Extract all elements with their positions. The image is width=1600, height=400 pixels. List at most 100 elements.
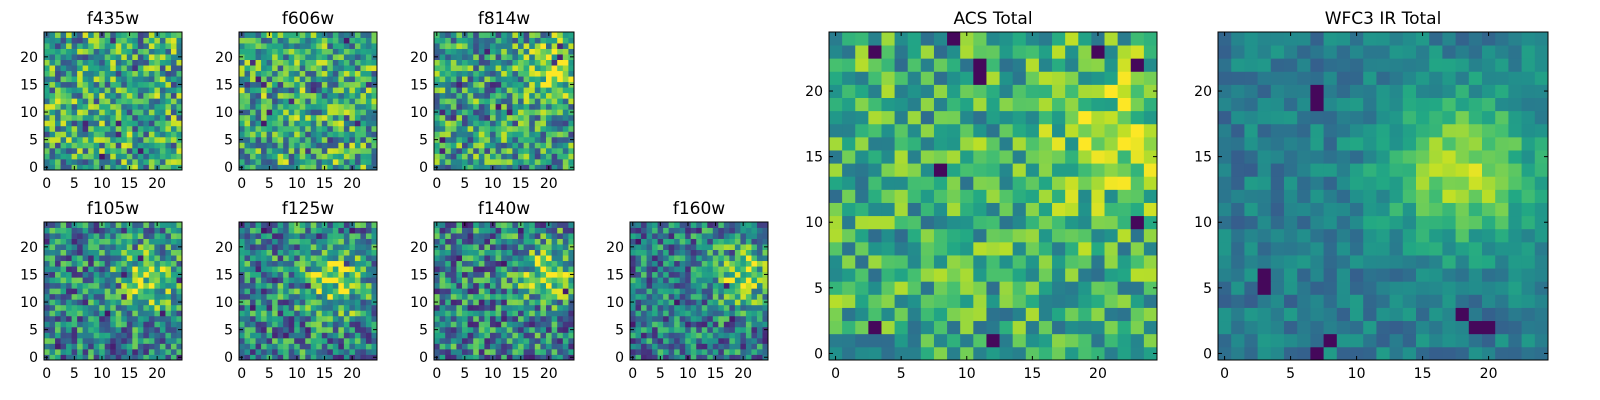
- heatmap-cell: [137, 238, 144, 245]
- heatmap-cell: [332, 153, 339, 160]
- heatmap-cell: [701, 348, 708, 355]
- heatmap-cell: [288, 125, 295, 132]
- heatmap-cell: [646, 348, 653, 355]
- heatmap-cell: [1091, 255, 1105, 269]
- heatmap-cell: [332, 48, 339, 55]
- heatmap-cell: [462, 120, 468, 127]
- heatmap-cell: [154, 142, 161, 149]
- heatmap-cell: [506, 255, 513, 262]
- heatmap-cell: [484, 131, 491, 138]
- heatmap-cell: [679, 233, 686, 239]
- heatmap-cell: [77, 109, 84, 116]
- heatmap-cell: [66, 288, 72, 295]
- heatmap-cell: [512, 277, 519, 284]
- heatmap-cell: [635, 304, 642, 311]
- heatmap-cell: [60, 255, 67, 262]
- heatmap-cell: [751, 315, 758, 322]
- heatmap-cell: [176, 114, 183, 121]
- heatmap-cell: [371, 32, 378, 38]
- heatmap-cell: [523, 332, 530, 339]
- heatmap-cell: [99, 343, 106, 350]
- heatmap-cell: [456, 227, 463, 234]
- heatmap-cell: [316, 43, 323, 49]
- heatmap-cell: [55, 48, 61, 55]
- heatmap-cell: [283, 282, 290, 289]
- heatmap-cell: [512, 37, 519, 44]
- heatmap-cell: [365, 310, 372, 317]
- heatmap-cell: [327, 92, 334, 99]
- heatmap-cell: [126, 260, 133, 267]
- heatmap-cell: [690, 293, 697, 300]
- heatmap-cell: [360, 332, 367, 339]
- heatmap-cell: [529, 304, 536, 311]
- heatmap-cell: [745, 343, 752, 350]
- heatmap-cell: [540, 282, 547, 289]
- heatmap-cell: [473, 76, 480, 83]
- heatmap-cell: [115, 103, 122, 110]
- heatmap-cell: [283, 266, 290, 273]
- heatmap-cell: [635, 222, 642, 228]
- heatmap-cell: [137, 136, 144, 143]
- heatmap-cell: [104, 153, 111, 160]
- heatmap-cell: [49, 158, 56, 165]
- heatmap-cell: [176, 321, 183, 328]
- heatmap-cell: [132, 81, 139, 88]
- heatmap-cell: [745, 266, 752, 273]
- heatmap-cell: [338, 266, 345, 273]
- heatmap-cell: [143, 92, 150, 99]
- heatmap-cell: [266, 277, 273, 284]
- heatmap-cell: [450, 147, 457, 154]
- heatmap-cell: [1025, 255, 1040, 269]
- heatmap-cell: [506, 54, 513, 60]
- heatmap-cell: [154, 293, 161, 300]
- heatmap-cell: [439, 81, 446, 88]
- heatmap-cell: [272, 70, 279, 77]
- heatmap-cell: [562, 354, 569, 361]
- heatmap-cell: [646, 315, 653, 322]
- y-tick-label: 20: [606, 240, 624, 256]
- heatmap-cell: [540, 70, 547, 77]
- heatmap-cell: [365, 131, 372, 138]
- heatmap-cell: [529, 92, 536, 99]
- heatmap-cell: [933, 346, 948, 361]
- y-tick-label: 5: [419, 133, 428, 149]
- heatmap-cell: [668, 266, 675, 273]
- heatmap-cell: [115, 54, 122, 60]
- heatmap-cell: [148, 310, 155, 317]
- heatmap-cell: [745, 315, 752, 322]
- heatmap-cell: [261, 282, 267, 289]
- heatmap-cell: [148, 109, 155, 116]
- heatmap-cell: [745, 271, 752, 278]
- heatmap-cell: [529, 147, 536, 154]
- heatmap-cell: [115, 315, 122, 322]
- heatmap-cell: [244, 293, 251, 300]
- heatmap-cell: [305, 37, 312, 44]
- heatmap-cell: [159, 125, 166, 132]
- heatmap-cell: [110, 310, 117, 317]
- heatmap-cell: [445, 76, 452, 83]
- heatmap-cell: [126, 92, 133, 99]
- heatmap-cell: [462, 293, 468, 300]
- heatmap-cell: [562, 98, 569, 105]
- heatmap-cell: [635, 233, 642, 239]
- heatmap-cell: [82, 299, 89, 306]
- heatmap-cell: [557, 266, 564, 273]
- heatmap-cell: [445, 348, 452, 355]
- heatmap-cell: [685, 288, 692, 295]
- heatmap-cell: [685, 293, 692, 300]
- heatmap-cell: [110, 142, 117, 149]
- heatmap-cell: [495, 54, 502, 60]
- heatmap-cell: [143, 65, 150, 72]
- heatmap-cell: [434, 227, 440, 234]
- heatmap-cell: [652, 321, 658, 328]
- heatmap-cell: [751, 343, 758, 350]
- heatmap-cell: [360, 354, 367, 361]
- heatmap-cell: [1130, 333, 1145, 348]
- heatmap-cell: [66, 87, 72, 94]
- heatmap-cell: [299, 233, 306, 239]
- heatmap-cell: [250, 120, 256, 127]
- heatmap-cell: [44, 153, 50, 160]
- heatmap-cell: [501, 32, 508, 38]
- heatmap-cell: [148, 277, 155, 284]
- heatmap-cell: [501, 354, 508, 361]
